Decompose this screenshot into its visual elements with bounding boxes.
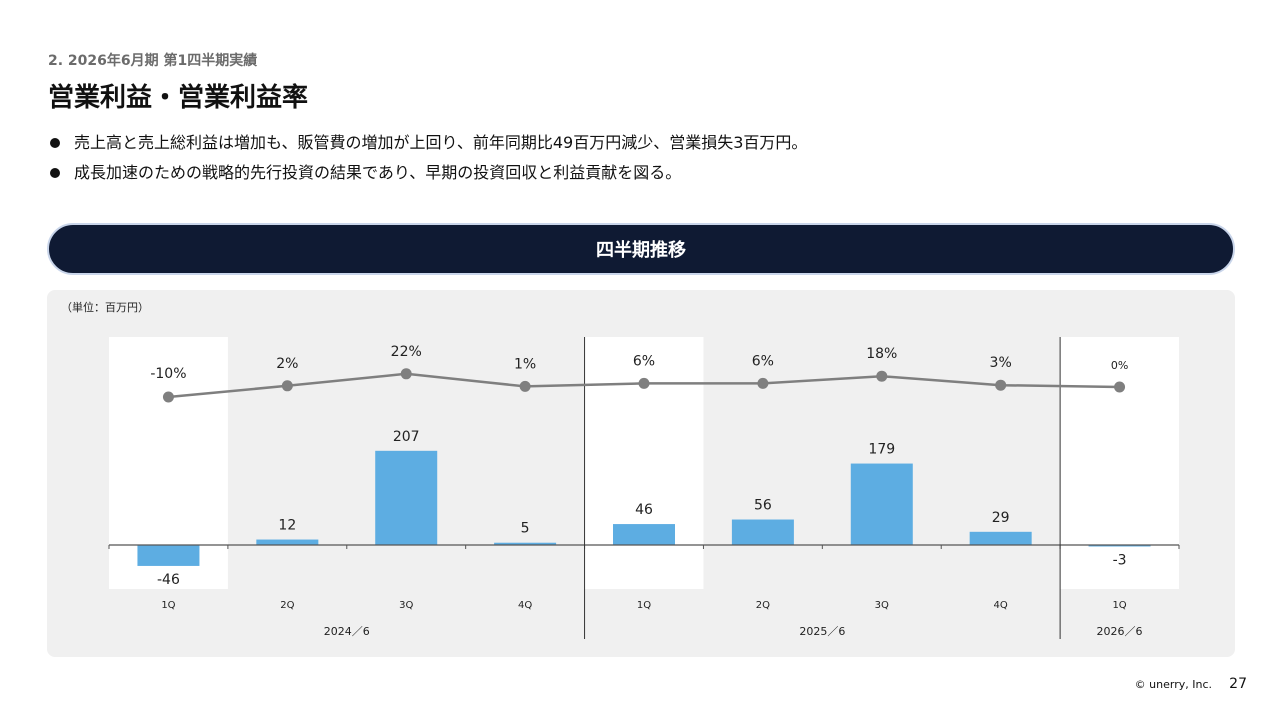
page-number: 27 (1229, 676, 1247, 692)
margin-data-label: 18% (866, 346, 897, 362)
highlight-column (1060, 337, 1179, 589)
margin-data-label: 0% (1111, 359, 1128, 372)
margin-point (1114, 381, 1126, 393)
margin-point (519, 380, 531, 392)
bar-data-label: 46 (635, 502, 653, 518)
chart-banner: 四半期推移 (47, 223, 1235, 275)
bar (494, 542, 557, 545)
margin-point (638, 377, 650, 389)
bar (1088, 545, 1151, 547)
margin-data-label: 6% (633, 353, 655, 369)
x-tick-label: 1Q (1112, 600, 1126, 611)
bar (850, 463, 913, 545)
bar-data-label: 179 (868, 442, 895, 458)
bar-data-label: 56 (754, 498, 772, 514)
margin-point (995, 379, 1007, 391)
bar-data-label: 29 (992, 510, 1010, 526)
chart-banner-title: 四半期推移 (596, 240, 686, 261)
bar (256, 539, 319, 545)
operating-profit-chart: -46 12 207 5 46 56 179 29 -3 2024／6 2025／6 2026／6 1Q… (108, 337, 1180, 639)
bullet-list: 売上高と売上総利益は増加も、販管費の増加が上回り、前年同期比49百万円減少、営業… (48, 132, 1238, 192)
bar-data-label: -46 (157, 572, 180, 588)
bar-data-label: 207 (393, 429, 420, 445)
group-label: 2026／6 (1097, 625, 1143, 638)
bar (375, 450, 438, 545)
margin-data-label: -10% (150, 366, 186, 382)
bar-data-label: 12 (278, 518, 296, 534)
highlight-column (584, 337, 704, 589)
margin-data-label: 1% (514, 356, 536, 372)
bar-data-label: 5 (521, 521, 530, 537)
bullet-item: 成長加速のための戦略的先行投資の結果であり、早期の投資回収と利益貢献を図る。 (48, 162, 1238, 184)
x-tick-label: 2Q (756, 600, 770, 611)
bar (969, 531, 1032, 545)
chart-panel: -46 12 207 5 46 56 179 29 -3 2024／6 2025／6 2026／6 1Q… (47, 290, 1235, 657)
group-label: 2024／6 (324, 625, 370, 638)
margin-data-label: 3% (990, 355, 1012, 371)
group-label: 2025／6 (799, 625, 845, 638)
copyright: © unerry, Inc. (1134, 678, 1212, 691)
x-tick-label: 4Q (994, 600, 1008, 611)
unit-label: （単位：百万円） (61, 301, 149, 314)
margin-data-label: 22% (391, 344, 422, 360)
bar-data-label: -3 (1113, 553, 1127, 569)
x-tick-label: 3Q (399, 600, 413, 611)
bullet-item: 売上高と売上総利益は増加も、販管費の増加が上回り、前年同期比49百万円減少、営業… (48, 132, 1238, 154)
page-title: 営業利益・営業利益率 (48, 83, 309, 113)
x-tick-label: 3Q (875, 600, 889, 611)
margin-data-label: 6% (752, 353, 774, 369)
section-label: 2. 2026年6月期 第1四半期実績 (48, 53, 258, 69)
margin-point (876, 370, 888, 382)
margin-point (281, 380, 293, 392)
x-tick-label: 4Q (518, 600, 532, 611)
x-tick-label: 2Q (280, 600, 294, 611)
bar (731, 519, 794, 545)
margin-point (162, 391, 174, 403)
margin-point (400, 368, 412, 380)
margin-data-label: 2% (276, 356, 298, 372)
bar (613, 524, 675, 545)
margin-point (757, 377, 769, 389)
x-tick-label: 1Q (161, 600, 175, 611)
bar (137, 545, 200, 566)
x-tick-label: 1Q (637, 600, 651, 611)
